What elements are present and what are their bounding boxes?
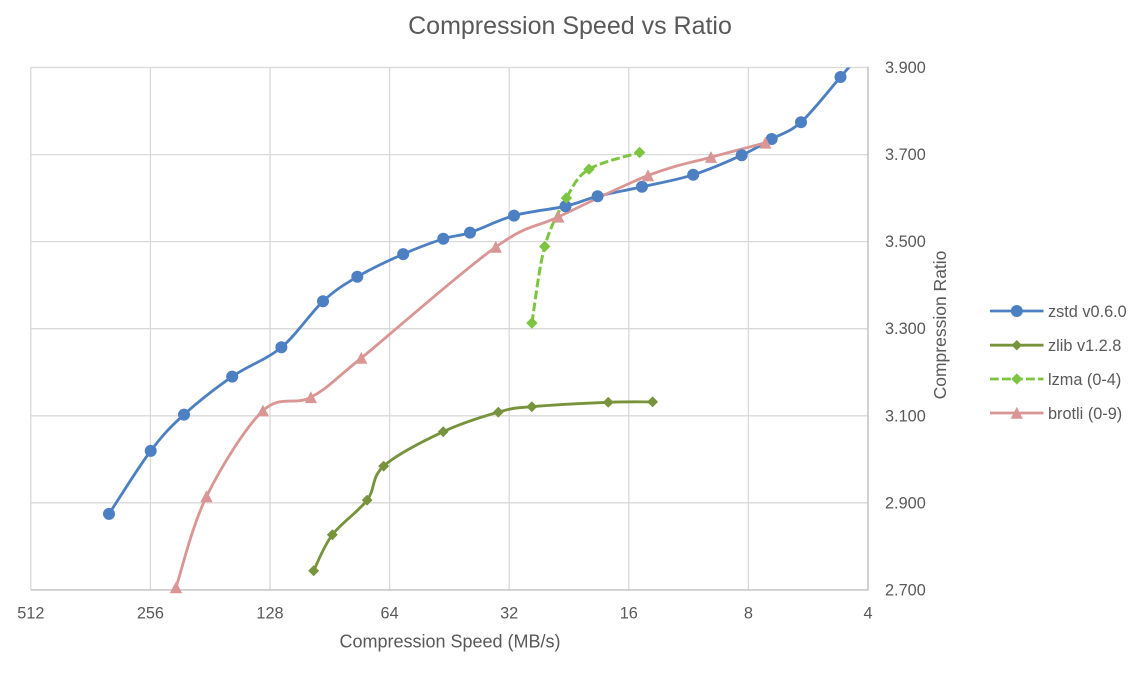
svg-text:16: 16: [620, 605, 638, 623]
svg-text:brotli (0-9): brotli (0-9): [1048, 405, 1122, 423]
svg-text:32: 32: [500, 605, 518, 623]
svg-text:Compression Ratio: Compression Ratio: [930, 251, 950, 400]
svg-text:4: 4: [863, 605, 872, 623]
svg-text:3.700: 3.700: [885, 146, 926, 164]
svg-text:128: 128: [256, 605, 283, 623]
svg-text:3.300: 3.300: [885, 320, 926, 338]
svg-text:512: 512: [17, 605, 44, 623]
svg-text:256: 256: [137, 605, 164, 623]
svg-text:lzma (0-4): lzma (0-4): [1048, 371, 1121, 389]
svg-text:3.900: 3.900: [885, 59, 926, 77]
svg-text:2.700: 2.700: [885, 581, 926, 599]
svg-text:8: 8: [744, 605, 753, 623]
svg-text:3.500: 3.500: [885, 233, 926, 251]
svg-text:64: 64: [381, 605, 399, 623]
svg-text:zstd v0.6.0: zstd v0.6.0: [1048, 303, 1127, 321]
svg-text:Compression Speed (MB/s): Compression Speed (MB/s): [339, 632, 560, 652]
svg-text:Compression Speed vs Ratio: Compression Speed vs Ratio: [408, 12, 732, 40]
svg-text:3.100: 3.100: [885, 407, 926, 425]
svg-text:zlib v1.2.8: zlib v1.2.8: [1048, 337, 1121, 355]
svg-text:2.900: 2.900: [885, 494, 926, 512]
